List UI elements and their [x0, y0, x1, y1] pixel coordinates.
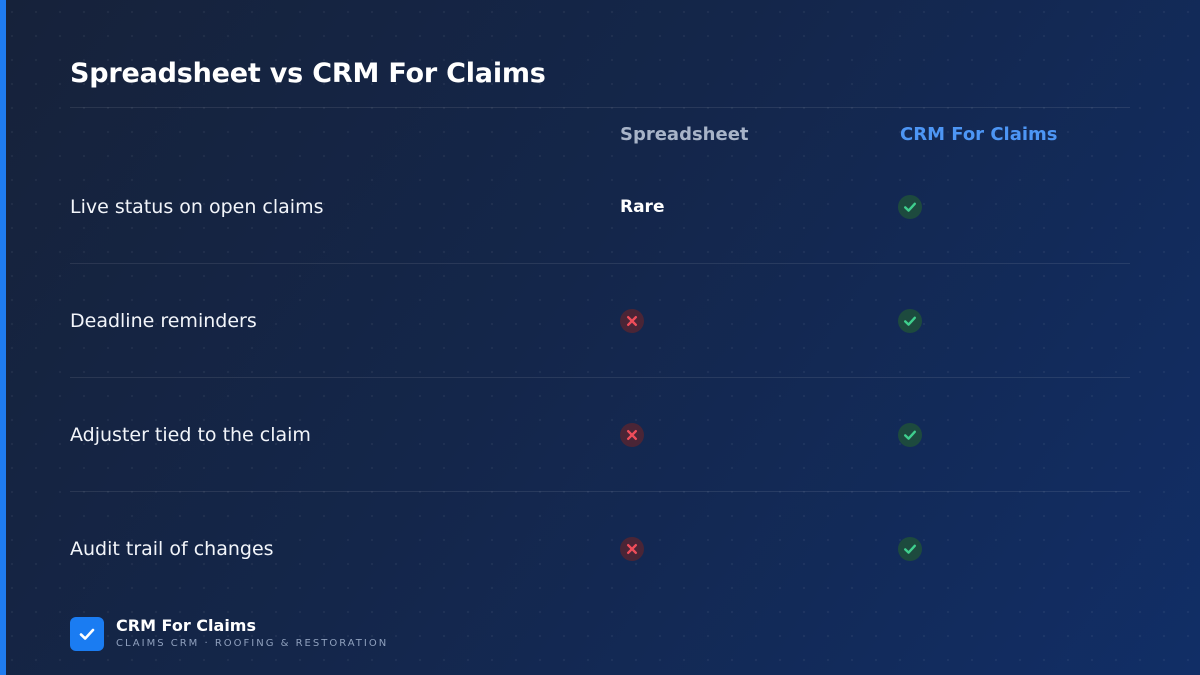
accent-bar — [0, 0, 6, 675]
comparison-slide: Spreadsheet vs CRM For Claims Spreadshee… — [70, 0, 1130, 675]
brand-footer: CRM For Claims CLAIMS CRM · ROOFING & RE… — [70, 616, 388, 651]
cross-icon — [620, 423, 644, 447]
spreadsheet-cell — [620, 537, 644, 561]
brand-name: CRM For Claims — [116, 616, 256, 635]
column-header-spreadsheet: Spreadsheet — [620, 124, 749, 145]
spreadsheet-cell — [620, 309, 644, 333]
cross-icon — [620, 537, 644, 561]
slide-title: Spreadsheet vs CRM For Claims — [70, 58, 546, 89]
row-divider — [70, 263, 1130, 264]
row-label: Deadline reminders — [70, 310, 257, 332]
check-icon — [898, 537, 922, 561]
brand-tagline: CLAIMS CRM · ROOFING & RESTORATION — [116, 638, 389, 649]
spreadsheet-value: Rare — [620, 197, 665, 217]
checkbox-logo-icon — [70, 616, 104, 651]
crm-cell — [898, 537, 922, 561]
table-row: Audit trail of changes — [70, 492, 1130, 606]
crm-cell — [898, 423, 922, 447]
title-divider — [70, 107, 1130, 108]
check-icon — [898, 195, 922, 219]
table-row: Deadline reminders — [70, 264, 1130, 378]
table-row: Live status on open claims Rare — [70, 150, 1130, 264]
column-header-crm: CRM For Claims — [900, 124, 1058, 145]
row-label: Audit trail of changes — [70, 538, 274, 560]
check-icon — [898, 309, 922, 333]
crm-cell — [898, 195, 922, 219]
spreadsheet-cell — [620, 423, 644, 447]
cross-icon — [620, 309, 644, 333]
spreadsheet-cell: Rare — [620, 197, 664, 217]
crm-cell — [898, 309, 922, 333]
row-divider — [70, 491, 1130, 492]
brand-text: CRM For Claims CLAIMS CRM · ROOFING & RE… — [116, 616, 388, 651]
row-label: Adjuster tied to the claim — [70, 424, 311, 446]
check-icon — [898, 423, 922, 447]
table-row: Adjuster tied to the claim — [70, 378, 1130, 492]
row-divider — [70, 377, 1130, 378]
row-label: Live status on open claims — [70, 196, 324, 218]
